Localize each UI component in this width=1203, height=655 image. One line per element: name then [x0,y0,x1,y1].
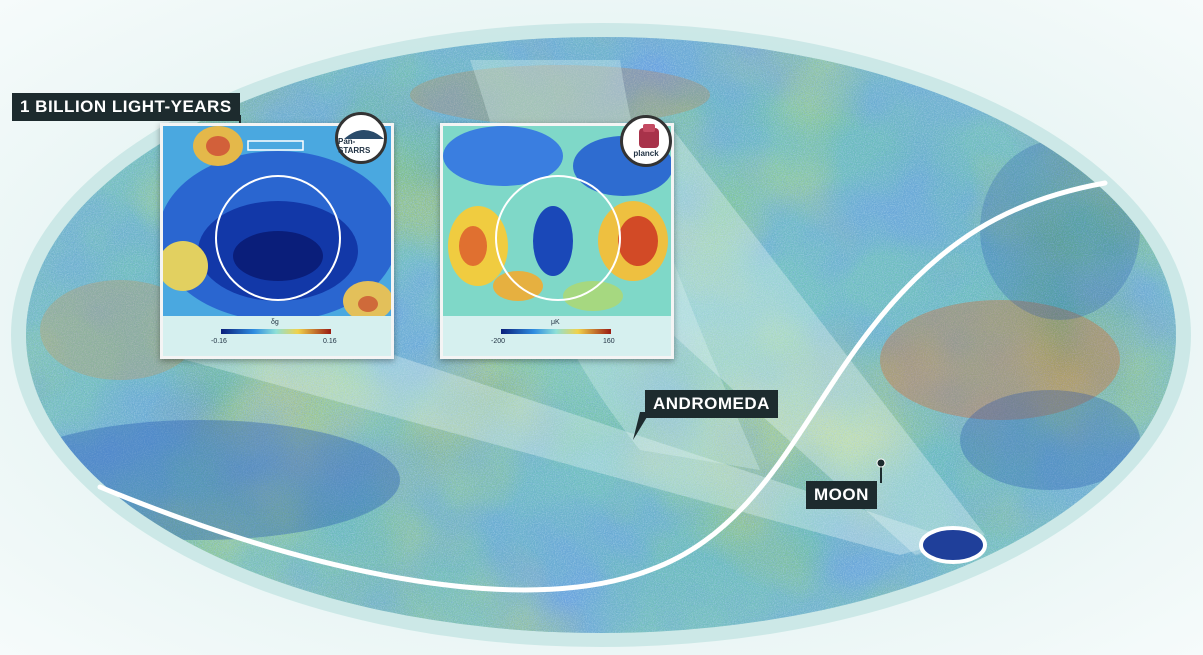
cold-spot-marker [919,526,987,564]
moon-label: MOON [806,481,877,509]
planck-logo-text: planck [633,149,659,158]
moon-pointer-dot [876,458,886,468]
panstarrs-logo-icon [344,130,384,139]
panstarrs-logo-text: Pan-STARRS [338,137,371,155]
planck-logo: planck [620,115,672,167]
panstarrs-map [163,126,391,356]
scale-label: 1 BILLION LIGHT-YEARS [12,93,240,121]
projection-fan-panstarrs [160,353,955,555]
panstarrs-logo: Pan-STARRS [335,112,387,164]
panstarrs-colorbar-max: 0.16 [323,338,337,345]
planck-colorbar-min: -200 [491,338,506,345]
planck-satellite-icon [639,124,659,148]
panstarrs-colorbar-symbol: δg [271,319,279,326]
andromeda-pointer [633,412,650,440]
andromeda-label: ANDROMEDA [645,390,778,418]
panstarrs-colorbar-min: -0.16 [211,338,227,345]
galactic-plane-line [97,180,1108,593]
planck-map [443,126,671,356]
planck-colorbar-symbol: μK [551,319,560,326]
planck-colorbar-max: 160 [603,338,615,345]
panstarrs-inset: δg -0.16 0.16 [160,123,394,359]
